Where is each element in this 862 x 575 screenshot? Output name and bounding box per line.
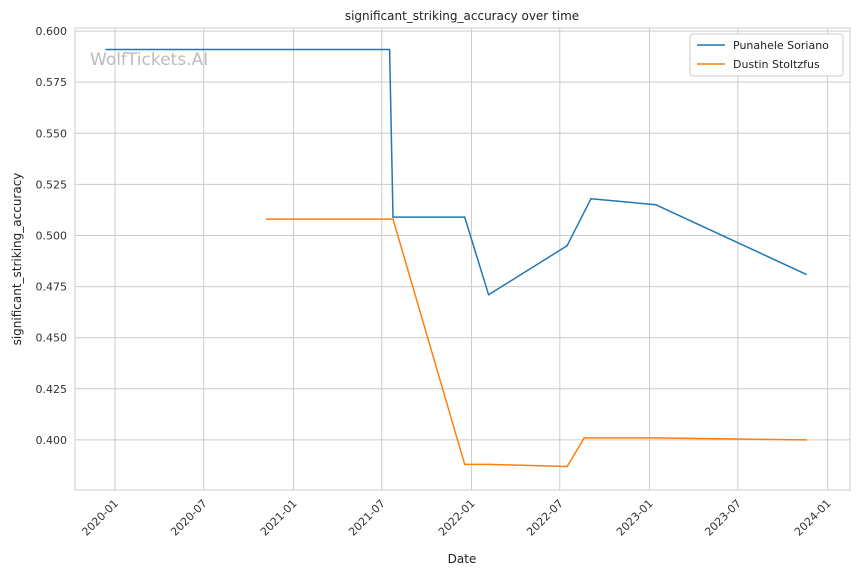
data-point-dustin-stoltzfus (655, 437, 657, 439)
legend-label-punahele-soriano: Punahele Soriano (733, 39, 829, 52)
y-tick-label: 0.475 (36, 281, 68, 294)
data-point-dustin-stoltzfus (265, 218, 268, 220)
x-axis-ticks: 2020-01 2020-07 2021-01 2021-07 2022-01 2022-… (79, 497, 833, 539)
chart-title: significant_striking_accuracy over time (345, 9, 579, 23)
y-tick-label: 0.575 (36, 76, 68, 89)
data-point-punahele-soriano (105, 48, 107, 51)
data-point-punahele-soriano (392, 216, 394, 218)
y-tick-label: 0.550 (36, 127, 68, 140)
series-line-dustin-stoltzfus (266, 218, 807, 468)
data-point-punahele-soriano (805, 273, 807, 276)
x-tick-label: 2022-01 (436, 497, 478, 539)
y-axis-title: significant_striking_accuracy (10, 173, 24, 346)
data-point-punahele-soriano (590, 197, 592, 200)
y-tick-label: 0.450 (36, 332, 68, 345)
x-tick-label: 2024-01 (792, 497, 834, 539)
data-point-dustin-stoltzfus (487, 463, 490, 466)
data-point-punahele-soriano (655, 204, 657, 206)
legend-box (689, 33, 844, 77)
data-point-punahele-soriano (487, 294, 490, 296)
data-point-punahele-soriano (388, 48, 391, 51)
x-tick-label: 2022-07 (524, 497, 566, 539)
data-point-dustin-stoltzfus (805, 439, 807, 441)
x-tick-label: 2021-07 (346, 497, 388, 539)
y-tick-label: 0.600 (36, 25, 68, 38)
data-point-dustin-stoltzfus (583, 437, 585, 439)
y-tick-label: 0.425 (36, 383, 68, 396)
series-lines (105, 48, 807, 468)
data-point-dustin-stoltzfus (566, 465, 568, 468)
y-tick-label: 0.525 (36, 178, 68, 191)
plot-area (74, 27, 851, 491)
y-tick-label: 0.500 (36, 229, 68, 242)
x-tick-label: 2023-01 (614, 497, 656, 539)
y-tick-label: 0.400 (36, 434, 68, 447)
x-tick-label: 2020-07 (168, 497, 210, 539)
x-tick-label: 2021-01 (258, 497, 300, 539)
data-point-punahele-soriano (463, 216, 466, 218)
x-tick-label: 2020-01 (79, 497, 121, 539)
y-axis-ticks: 0.400 0.425 0.450 0.475 0.500 0.525 0.550 0.575… (36, 25, 68, 447)
legend: Punahele Soriano Dustin Stoltzfus (689, 33, 844, 77)
watermark: WolfTickets.AI (90, 50, 208, 70)
legend-label-dustin-stoltzfus: Dustin Stoltzfus (733, 58, 820, 71)
data-point-dustin-stoltzfus (463, 463, 466, 466)
x-tick-label: 2023-07 (702, 497, 744, 539)
data-point-punahele-soriano (566, 244, 568, 247)
data-point-dustin-stoltzfus (392, 218, 394, 220)
x-axis-title: Date (448, 552, 477, 566)
